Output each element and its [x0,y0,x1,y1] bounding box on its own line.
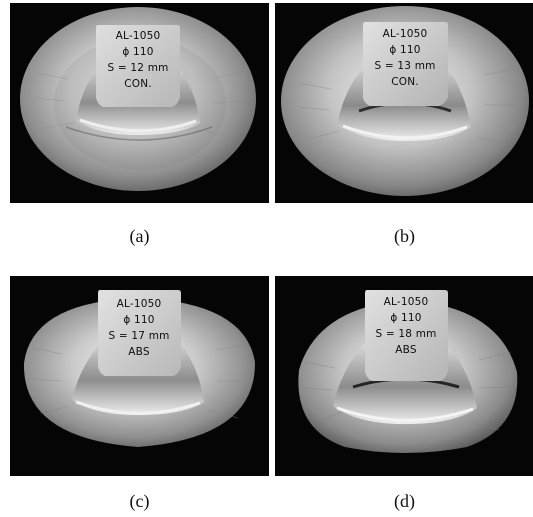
cup-label-line-2: ϕ 110 [122,46,153,58]
cup-label-line-4: CON. [124,78,152,90]
photo-panel-b: AL-1050 ϕ 110 S = 13 mm CON. [275,3,533,203]
aluminum-cup-photo-b: AL-1050 ϕ 110 S = 13 mm CON. [281,6,529,196]
cup-label-line-1: AL-1050 [384,296,429,308]
aluminum-cup-photo-d: AL-1050 ϕ 110 S = 18 mm ABS [298,290,518,453]
cup-label-line-4: ABS [395,344,417,356]
cup-label-line-2: ϕ 110 [389,44,420,56]
cup-label-line-1: AL-1050 [383,28,428,40]
cup-label-line-3: S = 12 mm [107,62,168,74]
photo-panel-a: AL-1050 ϕ 110 S = 12 mm CON. [10,3,269,203]
photo-panel-c: AL-1050 ϕ 110 S = 17 mm ABS [10,276,269,476]
aluminum-cup-photo-a: AL-1050 ϕ 110 S = 12 mm CON. [20,7,256,191]
cup-label-line-2: ϕ 110 [123,314,154,326]
cup-label-line-4: ABS [128,346,150,358]
caption-c: (c) [129,491,150,511]
cup-label-line-1: AL-1050 [117,298,162,310]
caption-d: (d) [394,491,415,511]
cup-label-line-3: S = 17 mm [108,330,169,342]
cup-label-line-2: ϕ 110 [390,312,421,324]
cup-label-line-3: S = 13 mm [374,60,435,72]
cup-label-line-4: CON. [391,76,419,88]
photo-panel-d: AL-1050 ϕ 110 S = 18 mm ABS [275,276,533,476]
caption-a: (a) [129,226,150,246]
cup-label-line-1: AL-1050 [116,30,161,42]
aluminum-cup-photo-c: AL-1050 ϕ 110 S = 17 mm ABS [23,290,256,447]
caption-b: (b) [394,226,415,246]
cup-label-line-3: S = 18 mm [375,328,436,340]
